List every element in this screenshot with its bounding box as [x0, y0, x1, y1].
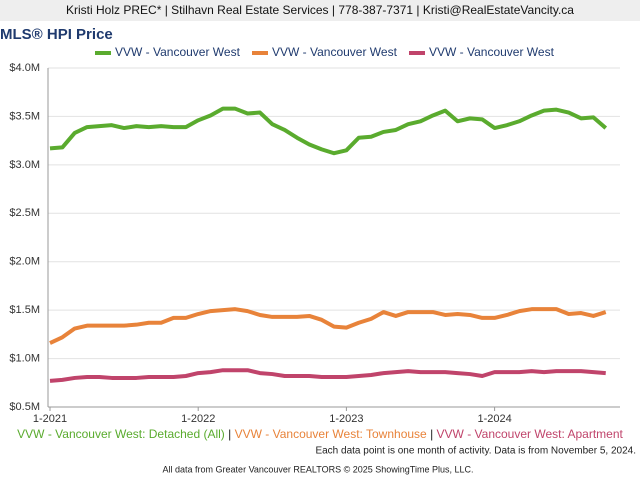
footer-legend-label: VVW - Vancouver West: Detached (All) — [17, 427, 225, 441]
y-tick-label: $3.5M — [9, 110, 40, 122]
series-line — [49, 106, 608, 156]
x-tick-label: 1-2022 — [181, 413, 215, 425]
legend-label: VVW - Vancouver West — [429, 45, 555, 59]
footer-legend-label: VVW - Vancouver West: Apartment — [437, 427, 624, 441]
y-tick-label: $0.5M — [9, 401, 40, 413]
footer-legend-label: VVW - Vancouver West: Townhouse — [235, 427, 427, 441]
note: Each data point is one month of activity… — [315, 446, 636, 457]
legend-label: VVW - Vancouver West — [272, 45, 398, 59]
legend-separator: | — [430, 427, 433, 441]
header: Kristi Holz PREC* | Stilhavn Real Estate… — [66, 3, 574, 17]
series-line — [49, 368, 606, 383]
y-tick-label: $2.5M — [9, 207, 40, 219]
footer-legend: VVW - Vancouver West: Detached (All) | V… — [17, 427, 623, 441]
x-tick-label: 1-2024 — [477, 413, 511, 425]
source: All data from Greater Vancouver REALTORS… — [163, 464, 474, 474]
y-tick-label: $4.0M — [9, 62, 40, 74]
y-tick-label: $2.0M — [9, 256, 40, 268]
legend-label: VVW - Vancouver West — [115, 45, 241, 59]
header-bar — [0, 0, 640, 21]
legend-separator: | — [228, 427, 231, 441]
y-tick-label: $1.5M — [9, 304, 40, 316]
series-line — [49, 307, 607, 345]
y-tick-label: $3.0M — [9, 159, 40, 171]
x-tick-label: 1-2021 — [33, 413, 67, 425]
chart-title: MLS® HPI Price — [0, 26, 113, 43]
x-tick-label: 1-2023 — [329, 413, 363, 425]
y-tick-label: $1.0M — [9, 352, 40, 364]
